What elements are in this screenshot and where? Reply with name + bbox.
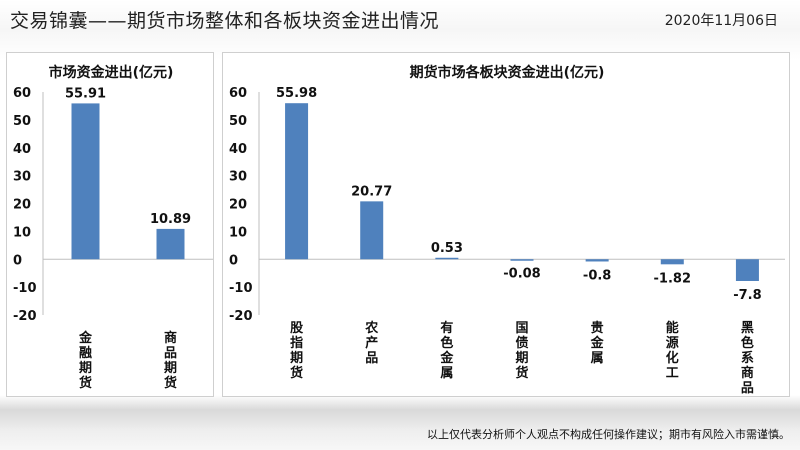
data-label: -1.82: [654, 271, 691, 286]
y-tick-label: 60: [229, 86, 247, 101]
page-title: 交易锦囊——期货市场整体和各板块资金进出情况: [10, 10, 440, 32]
category-label: 国债期货: [515, 321, 528, 381]
y-tick-label: 0: [229, 253, 238, 268]
data-label: -0.8: [583, 268, 611, 283]
category-label: 商品期货: [164, 330, 177, 391]
data-label: 0.53: [431, 241, 463, 256]
report-date: 2020年11月06日: [664, 13, 778, 29]
sector-fund-flow-chart: 期货市场各板块资金进出(亿元) 60 50 40 30 20 10 0 -10 -20 55.98 股…: [229, 64, 785, 396]
data-label: 10.89: [150, 212, 191, 227]
y-tick-label: 50: [13, 114, 31, 129]
category-label: 能源化工: [666, 320, 679, 381]
y-tick-label: -10: [229, 281, 253, 296]
disclaimer-text: 以上仅代表分析师个人观点不构成任何操作建议；期市有风险入市需谨慎。: [427, 428, 790, 441]
category-label: 有色金属: [439, 320, 454, 381]
category-label: 股指期货: [290, 321, 303, 381]
bar: [285, 103, 309, 260]
market-fund-flow-chart: 市场资金进出(亿元) 60 50 40 30 20 10 0 -10 -20 55.91 金融期货 10…: [13, 64, 213, 391]
bar: [156, 228, 185, 260]
category-label: 贵金属: [590, 320, 605, 366]
chart-title: 期货市场各板块资金进出(亿元): [410, 64, 605, 81]
y-tick-label: -20: [229, 309, 253, 324]
chart-title: 市场资金进出(亿元): [49, 64, 174, 81]
bar: [660, 259, 684, 265]
data-label: -0.08: [503, 266, 540, 281]
y-tick-label: 10: [13, 225, 31, 240]
sector-fund-flow-chart-panel: 期货市场各板块资金进出(亿元) 60 50 40 30 20 10 0 -10 -20 55.98 股…: [222, 52, 790, 397]
category-label: 金融期货: [78, 330, 93, 391]
y-tick-label: 30: [229, 170, 247, 185]
y-tick-label: 50: [229, 114, 247, 129]
bar: [360, 201, 384, 260]
y-tick-label: 40: [13, 142, 31, 157]
y-tick-label: 10: [229, 225, 247, 240]
y-tick-label: 30: [13, 170, 31, 185]
y-tick-label: 0: [13, 253, 22, 268]
market-fund-flow-chart-panel: 市场资金进出(亿元) 60 50 40 30 20 10 0 -10 -20 55.91 金融期货 10…: [6, 52, 214, 397]
data-label: 20.77: [351, 184, 392, 199]
bar: [435, 257, 459, 260]
data-label: -7.8: [733, 288, 761, 303]
y-tick-label: 20: [13, 198, 31, 213]
data-label: 55.98: [276, 86, 317, 101]
y-tick-label: -20: [13, 309, 37, 324]
y-tick-label: -10: [13, 281, 37, 296]
category-label: 农产品: [364, 320, 378, 366]
bar: [585, 259, 609, 262]
bar: [735, 259, 759, 281]
category-label: 黑色系商品: [741, 321, 754, 396]
y-tick-label: 60: [13, 86, 31, 101]
bar: [71, 103, 100, 260]
bar: [510, 259, 534, 261]
y-tick-label: 20: [229, 198, 247, 213]
y-tick-label: 40: [229, 142, 247, 157]
data-label: 55.91: [65, 86, 106, 101]
